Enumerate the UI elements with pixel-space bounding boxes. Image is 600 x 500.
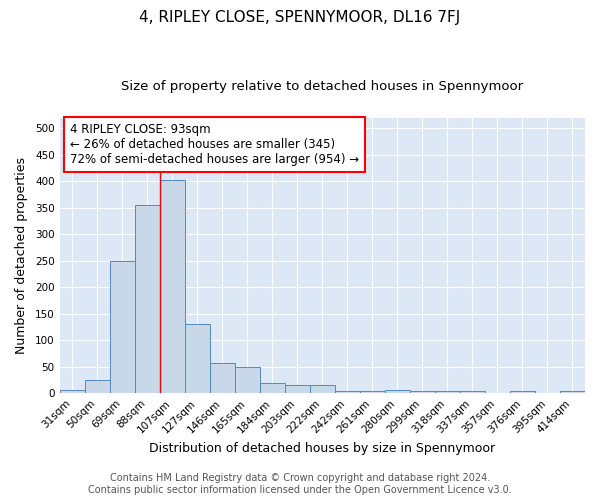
Bar [209,362,235,394]
Bar [134,205,160,394]
X-axis label: Distribution of detached houses by size in Spennymoor: Distribution of detached houses by size … [149,442,496,455]
Bar [435,390,460,394]
Bar [110,261,134,394]
Bar [385,390,410,394]
Bar [310,385,335,394]
Bar [260,382,285,394]
Bar [185,324,209,394]
Y-axis label: Number of detached properties: Number of detached properties [15,157,28,354]
Bar [485,393,510,394]
Bar [535,393,560,394]
Bar [335,390,360,394]
Bar [285,385,310,394]
Bar [360,390,385,394]
Bar [160,180,185,394]
Bar [235,367,260,394]
Text: 4, RIPLEY CLOSE, SPENNYMOOR, DL16 7FJ: 4, RIPLEY CLOSE, SPENNYMOOR, DL16 7FJ [139,10,461,25]
Bar [560,391,585,394]
Text: 4 RIPLEY CLOSE: 93sqm
← 26% of detached houses are smaller (345)
72% of semi-det: 4 RIPLEY CLOSE: 93sqm ← 26% of detached … [70,124,359,166]
Bar [59,390,85,394]
Bar [85,380,110,394]
Bar [410,390,435,394]
Text: Contains HM Land Registry data © Crown copyright and database right 2024.
Contai: Contains HM Land Registry data © Crown c… [88,474,512,495]
Title: Size of property relative to detached houses in Spennymoor: Size of property relative to detached ho… [121,80,523,93]
Bar [510,390,535,394]
Bar [460,390,485,394]
